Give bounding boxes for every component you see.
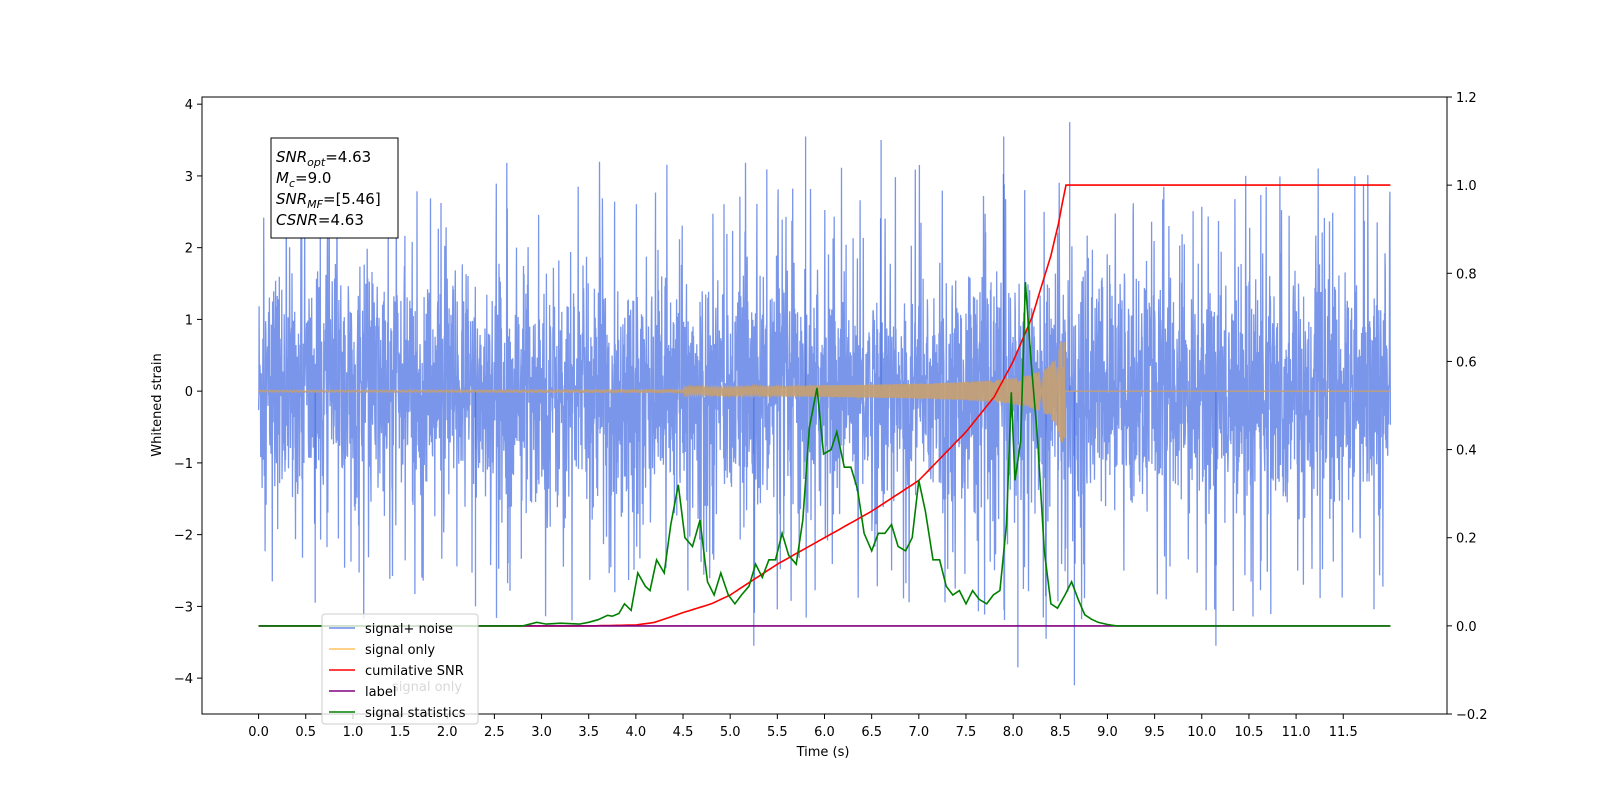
y-axis-label: Whitened strain	[150, 353, 165, 456]
y-tick-label: 1	[185, 313, 193, 328]
series-signal-statistics	[258, 282, 1391, 627]
legend-entry: signal statistics	[365, 706, 466, 721]
annotation-line: SNRMF=[5.46]	[276, 190, 381, 211]
x-tick-label: 6.0	[814, 725, 835, 740]
x-tick-label: 5.0	[720, 725, 741, 740]
y-tick-label: 2	[185, 242, 193, 257]
y2-tick-label: 0.8	[1456, 267, 1477, 282]
legend-entry: cumilative SNR	[365, 664, 464, 679]
y2-tick-label: 0.6	[1456, 355, 1477, 370]
x-tick-label: 10.5	[1234, 725, 1263, 740]
x-tick-label: 2.5	[484, 725, 505, 740]
y-tick-label: −4	[174, 672, 193, 687]
x-tick-label: 7.5	[956, 725, 977, 740]
series-signal-noise	[257, 161, 1392, 621]
x-tick-label: 7.0	[908, 725, 929, 740]
y-tick-label: −1	[174, 457, 193, 472]
y2-tick-label: 1.2	[1456, 91, 1477, 106]
x-tick-label: 6.5	[861, 725, 882, 740]
series-signal-only	[258, 340, 1391, 443]
x-tick-label: 0.0	[248, 725, 269, 740]
x-tick-label: 2.0	[437, 725, 458, 740]
x-tick-label: 3.0	[531, 725, 552, 740]
x-tick-label: 5.5	[767, 725, 788, 740]
y-tick-label: 0	[185, 385, 193, 400]
x-tick-label: 4.0	[626, 725, 647, 740]
legend-ghost-text: signal only	[392, 680, 462, 695]
x-tick-label: 0.5	[295, 725, 316, 740]
x-tick-label: 11.5	[1329, 725, 1358, 740]
y-tick-label: −3	[174, 600, 193, 615]
y-tick-label: −2	[174, 529, 193, 544]
x-axis: 0.0 0.5 1.0 1.5 2.0 2.5 3.0 3.5 4.0 4.5 5.0 5.5 6.0 6…	[248, 714, 1358, 740]
series-signal-noise-spikes	[314, 122, 1217, 686]
x-tick-label: 4.5	[673, 725, 694, 740]
legend-entry: signal+ noise	[365, 622, 453, 637]
y2-tick-label: 0.4	[1456, 444, 1477, 459]
x-tick-label: 10.0	[1187, 725, 1216, 740]
x-tick-label: 9.0	[1097, 725, 1118, 740]
x-tick-label: 3.5	[578, 725, 599, 740]
annotation-box-frame	[270, 137, 399, 239]
y-tick-label: 4	[185, 98, 193, 113]
y2-tick-label: 0.0	[1456, 620, 1477, 635]
legend-entry: signal only	[365, 643, 435, 658]
legend-frame	[321, 613, 479, 725]
x-tick-label: 11.0	[1282, 725, 1311, 740]
y2-tick-label: −0.2	[1456, 708, 1488, 723]
series-layer	[257, 122, 1392, 686]
legend-entry: label	[365, 685, 396, 700]
y-axis-left: 4 3 2 1 0 −1 −2 −3 −4	[174, 98, 202, 687]
x-tick-label: 9.5	[1144, 725, 1165, 740]
annotation-line: SNRopt=4.63	[276, 148, 371, 169]
y-axis-right: 1.2 1.0 0.8 0.6 0.4 0.2 0.0 −0.2	[1447, 91, 1488, 723]
annotation-line: Mc=9.0	[276, 169, 331, 190]
y2-tick-label: 1.0	[1456, 179, 1477, 194]
annotation-line: CSNR=4.63	[276, 211, 364, 229]
x-tick-label: 1.5	[390, 725, 411, 740]
x-tick-label: 8.0	[1003, 725, 1024, 740]
x-axis-label: Time (s)	[796, 745, 850, 760]
x-tick-label: 8.5	[1050, 725, 1071, 740]
y2-tick-label: 0.2	[1456, 532, 1477, 547]
y-tick-label: 3	[185, 170, 193, 185]
x-tick-label: 1.0	[343, 725, 364, 740]
